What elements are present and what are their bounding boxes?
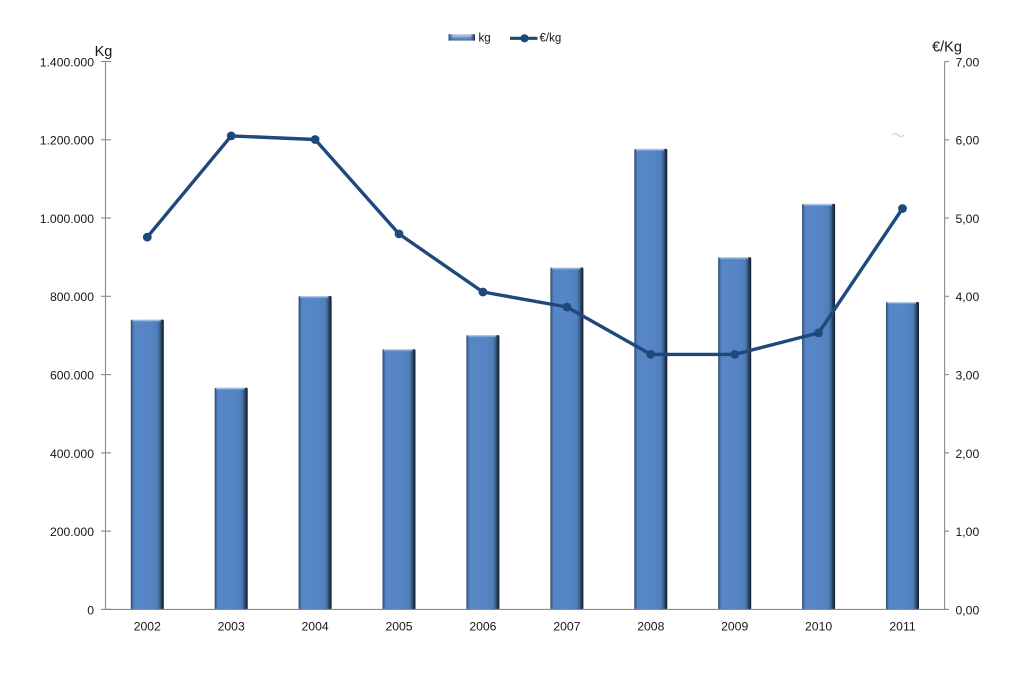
svg-text:0,00: 0,00 bbox=[956, 603, 980, 617]
svg-text:800.000: 800.000 bbox=[50, 290, 94, 304]
svg-text:2005: 2005 bbox=[385, 620, 412, 634]
svg-text:4,00: 4,00 bbox=[956, 290, 980, 304]
svg-text:2011: 2011 bbox=[889, 620, 915, 634]
svg-text:400.000: 400.000 bbox=[50, 447, 94, 461]
svg-text:2006: 2006 bbox=[469, 620, 496, 634]
svg-text:1.400.000: 1.400.000 bbox=[40, 55, 94, 69]
svg-text:2009: 2009 bbox=[721, 620, 748, 634]
svg-text:Kg: Kg bbox=[95, 44, 113, 60]
svg-text:€/Kg: €/Kg bbox=[932, 40, 962, 56]
svg-text:2002: 2002 bbox=[134, 620, 161, 634]
svg-text:€/kg: €/kg bbox=[540, 33, 562, 45]
svg-text:1,00: 1,00 bbox=[956, 525, 980, 539]
svg-text:7,00: 7,00 bbox=[956, 55, 980, 69]
svg-text:600.000: 600.000 bbox=[50, 369, 94, 383]
svg-text:2008: 2008 bbox=[637, 620, 664, 634]
svg-text:2010: 2010 bbox=[805, 620, 832, 634]
svg-text:200.000: 200.000 bbox=[50, 525, 94, 539]
svg-text:5,00: 5,00 bbox=[956, 212, 980, 226]
svg-text:6,00: 6,00 bbox=[956, 134, 980, 148]
svg-text:1.000.000: 1.000.000 bbox=[40, 212, 94, 226]
svg-text:2,00: 2,00 bbox=[956, 447, 980, 461]
svg-text:2003: 2003 bbox=[218, 620, 245, 634]
svg-text:3,00: 3,00 bbox=[956, 369, 980, 383]
svg-text:kg: kg bbox=[479, 33, 491, 45]
svg-text:0: 0 bbox=[87, 603, 94, 617]
svg-text:2007: 2007 bbox=[553, 620, 580, 634]
svg-text:1.200.000: 1.200.000 bbox=[40, 134, 94, 148]
svg-text:2004: 2004 bbox=[302, 620, 329, 634]
